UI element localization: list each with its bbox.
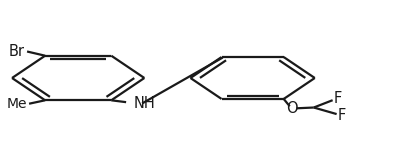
Text: Me: Me [6,97,27,111]
Text: NH: NH [133,96,155,111]
Text: Br: Br [9,44,25,58]
Text: F: F [334,91,342,106]
Text: O: O [286,101,298,116]
Text: F: F [338,108,346,123]
